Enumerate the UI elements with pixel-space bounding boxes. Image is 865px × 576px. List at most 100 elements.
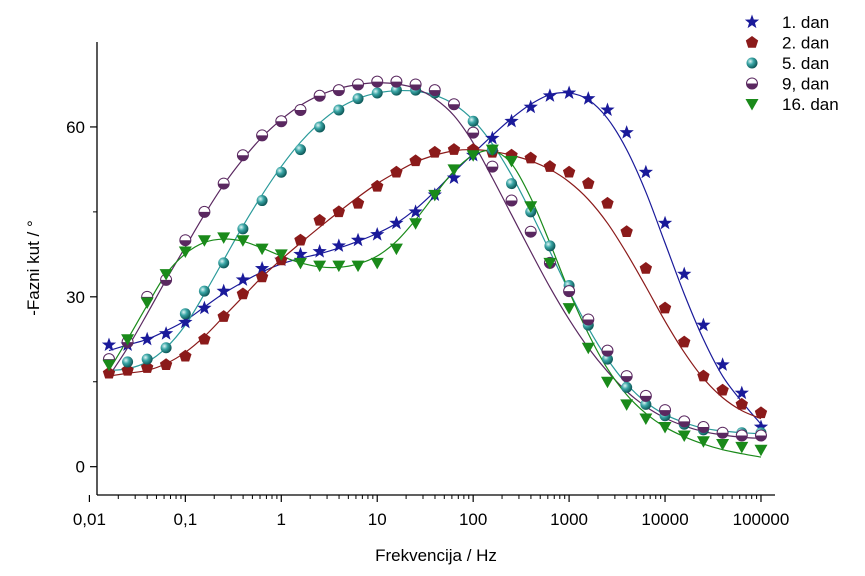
data-point-series-1 [140,331,155,346]
data-point-series-5 [696,436,710,448]
data-point-series-4 [236,149,249,162]
data-point-series-3 [333,104,345,116]
data-point-series-4 [524,225,537,238]
data-point-series-5 [428,189,442,202]
data-point-series-2 [754,406,768,419]
data-point-series-4 [390,75,403,88]
data-point-series-4 [352,78,365,91]
data-point-series-5 [121,334,135,346]
data-point-series-4 [313,89,326,102]
data-point-series-5 [562,303,576,315]
data-point-series-1 [312,244,327,258]
data-point-series-2 [639,262,653,274]
data-point-series-5 [217,232,231,244]
data-point-series-2 [543,160,557,172]
x-tick-label: 1 [277,510,286,529]
data-point-series-2 [121,363,134,376]
data-point-series-5 [409,218,423,230]
data-point-series-3 [256,195,268,207]
data-point-series-2 [601,196,614,209]
data-point-series-5 [447,164,461,176]
data-point-series-5 [351,260,365,273]
y-tick-label: 30 [66,288,85,307]
data-point-series-2 [428,145,441,158]
data-point-series-3 [352,93,364,105]
legend-marker-series-1 [744,14,760,29]
data-point-series-3 [601,353,613,365]
data-point-series-4 [428,84,441,97]
data-point-series-4 [371,75,384,88]
data-point-series-2 [351,196,365,209]
data-point-series-5 [313,260,327,273]
data-point-series-2 [562,165,576,178]
legend-label: 16. dan [782,95,839,114]
data-point-series-2 [313,213,326,226]
data-point-series-1 [753,419,769,434]
data-point-series-1 [254,261,270,275]
data-point-series-5 [102,359,116,372]
data-point-series-1 [696,317,711,332]
data-point-series-4 [179,234,192,247]
data-point-series-5 [255,243,269,256]
data-point-series-1 [293,246,308,261]
data-point-series-5 [389,243,403,256]
data-point-series-5 [639,413,653,426]
data-point-series-4 [697,421,710,434]
data-point-series-3 [122,356,134,368]
data-point-series-4 [620,370,633,383]
data-point-series-4 [505,194,518,207]
data-point-series-1 [101,337,117,352]
data-point-series-2 [179,349,192,362]
data-point-series-4 [198,205,211,218]
data-point-series-4 [716,426,729,439]
data-point-series-1 [235,272,251,286]
data-point-series-4 [659,404,672,417]
data-point-series-4 [601,344,614,357]
y-axis-title: -Fazni kut / ° [24,220,43,316]
data-point-series-4 [409,78,422,91]
data-point-series-4 [294,103,307,116]
x-axis-title: Frekvencija / Hz [375,546,497,565]
data-point-series-5 [370,257,384,270]
data-point-series-2 [447,143,461,155]
data-point-series-2 [140,361,154,373]
data-point-series-1 [350,232,366,247]
data-point-series-3 [544,240,556,252]
data-point-series-2 [735,397,748,410]
data-point-series-5 [293,257,307,270]
data-point-series-4 [582,313,595,326]
data-point-series-5 [236,235,250,247]
data-point-series-3 [160,342,172,354]
data-point-series-2 [159,358,173,371]
data-point-series-5 [466,150,480,162]
data-point-series-1 [178,314,193,329]
data-point-series-1 [523,99,538,114]
data-point-series-1 [216,283,231,298]
legend-marker-series-4 [746,77,758,90]
data-point-series-4 [467,126,480,139]
fit-curves [108,82,762,458]
y-tick-label: 0 [76,458,85,477]
y-tick-label: 60 [66,118,85,137]
data-point-series-2 [198,332,211,345]
data-point-series-5 [140,297,154,309]
data-point-series-5 [332,260,346,273]
legend-marker-series-3 [746,57,758,69]
data-point-series-1 [408,204,423,218]
data-point-series-2 [390,165,403,178]
data-point-series-5 [581,342,595,355]
data-point-series-5 [274,249,288,261]
y-axis-ticks: 0 30 60 [66,118,97,477]
data-point-series-4 [447,98,460,111]
data-point-series-4 [735,429,748,442]
data-point-series-4 [563,285,576,298]
data-point-series-1 [561,85,577,100]
data-point-series-1 [600,102,615,117]
data-point-series-3 [275,166,287,178]
data-point-series-3 [237,223,249,235]
data-point-series-5 [620,399,634,411]
x-tick-label: 0,1 [174,510,198,529]
legend-marker-series-2 [745,36,759,48]
